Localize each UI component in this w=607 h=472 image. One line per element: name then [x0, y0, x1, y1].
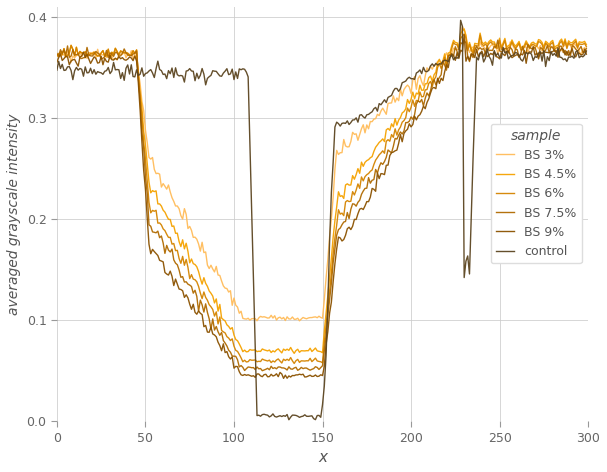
BS 6% [583, 44, 590, 50]
BS 9% [583, 51, 590, 57]
BS 3% [368, 119, 376, 125]
BS 4.5% [370, 149, 378, 154]
BS 9% [537, 50, 544, 55]
Line: BS 4.5%: BS 4.5% [57, 29, 586, 354]
Line: BS 9%: BS 9% [57, 35, 586, 379]
BS 6% [55, 51, 63, 57]
BS 7.5% [368, 177, 376, 183]
control [53, 67, 61, 73]
Line: control: control [57, 20, 586, 420]
BS 4.5% [55, 51, 63, 57]
BS 9% [461, 32, 468, 38]
BS 7.5% [370, 177, 378, 182]
BS 7.5% [379, 161, 387, 167]
BS 4.5% [583, 42, 590, 47]
BS 7.5% [537, 45, 544, 51]
BS 6% [379, 148, 387, 154]
BS 7.5% [583, 45, 590, 51]
BS 3% [583, 49, 590, 54]
Legend: BS 3%, BS 4.5%, BS 6%, BS 7.5%, BS 9%, control: BS 3%, BS 4.5%, BS 6%, BS 7.5%, BS 9%, c… [490, 124, 582, 263]
X-axis label: x: x [318, 450, 327, 465]
BS 3% [379, 105, 387, 111]
BS 3% [296, 318, 303, 324]
control [370, 106, 378, 111]
BS 6% [461, 31, 468, 37]
control [583, 48, 590, 54]
control [503, 49, 510, 54]
control [379, 99, 387, 105]
Y-axis label: averaged grayscale intensity: averaged grayscale intensity [7, 113, 21, 315]
BS 7.5% [55, 53, 63, 59]
BS 7.5% [259, 368, 266, 373]
Line: BS 7.5%: BS 7.5% [57, 40, 586, 371]
BS 4.5% [53, 53, 61, 59]
BS 6% [537, 40, 544, 45]
control [55, 59, 63, 64]
BS 3% [55, 54, 63, 59]
control [537, 49, 544, 55]
BS 3% [459, 24, 466, 29]
BS 9% [55, 55, 63, 60]
BS 6% [53, 53, 61, 59]
BS 7.5% [494, 37, 501, 43]
Line: BS 6%: BS 6% [57, 34, 586, 363]
BS 3% [503, 50, 510, 56]
BS 9% [368, 185, 376, 191]
BS 6% [368, 167, 376, 173]
BS 9% [379, 171, 387, 177]
BS 4.5% [537, 37, 544, 43]
control [457, 17, 464, 23]
BS 3% [370, 116, 378, 122]
BS 4.5% [461, 26, 468, 32]
BS 7.5% [53, 51, 61, 56]
BS 4.5% [503, 44, 510, 50]
BS 4.5% [291, 351, 298, 356]
BS 6% [370, 162, 378, 168]
BS 7.5% [503, 46, 510, 51]
BS 6% [503, 46, 510, 52]
control [285, 417, 293, 422]
BS 9% [53, 59, 61, 65]
BS 9% [503, 49, 510, 55]
Line: BS 3%: BS 3% [57, 26, 586, 321]
BS 9% [370, 186, 378, 192]
BS 4.5% [368, 154, 376, 160]
control [368, 109, 376, 115]
BS 3% [537, 43, 544, 49]
BS 6% [291, 361, 298, 366]
BS 3% [53, 53, 61, 59]
BS 4.5% [379, 136, 387, 142]
BS 9% [280, 376, 287, 381]
